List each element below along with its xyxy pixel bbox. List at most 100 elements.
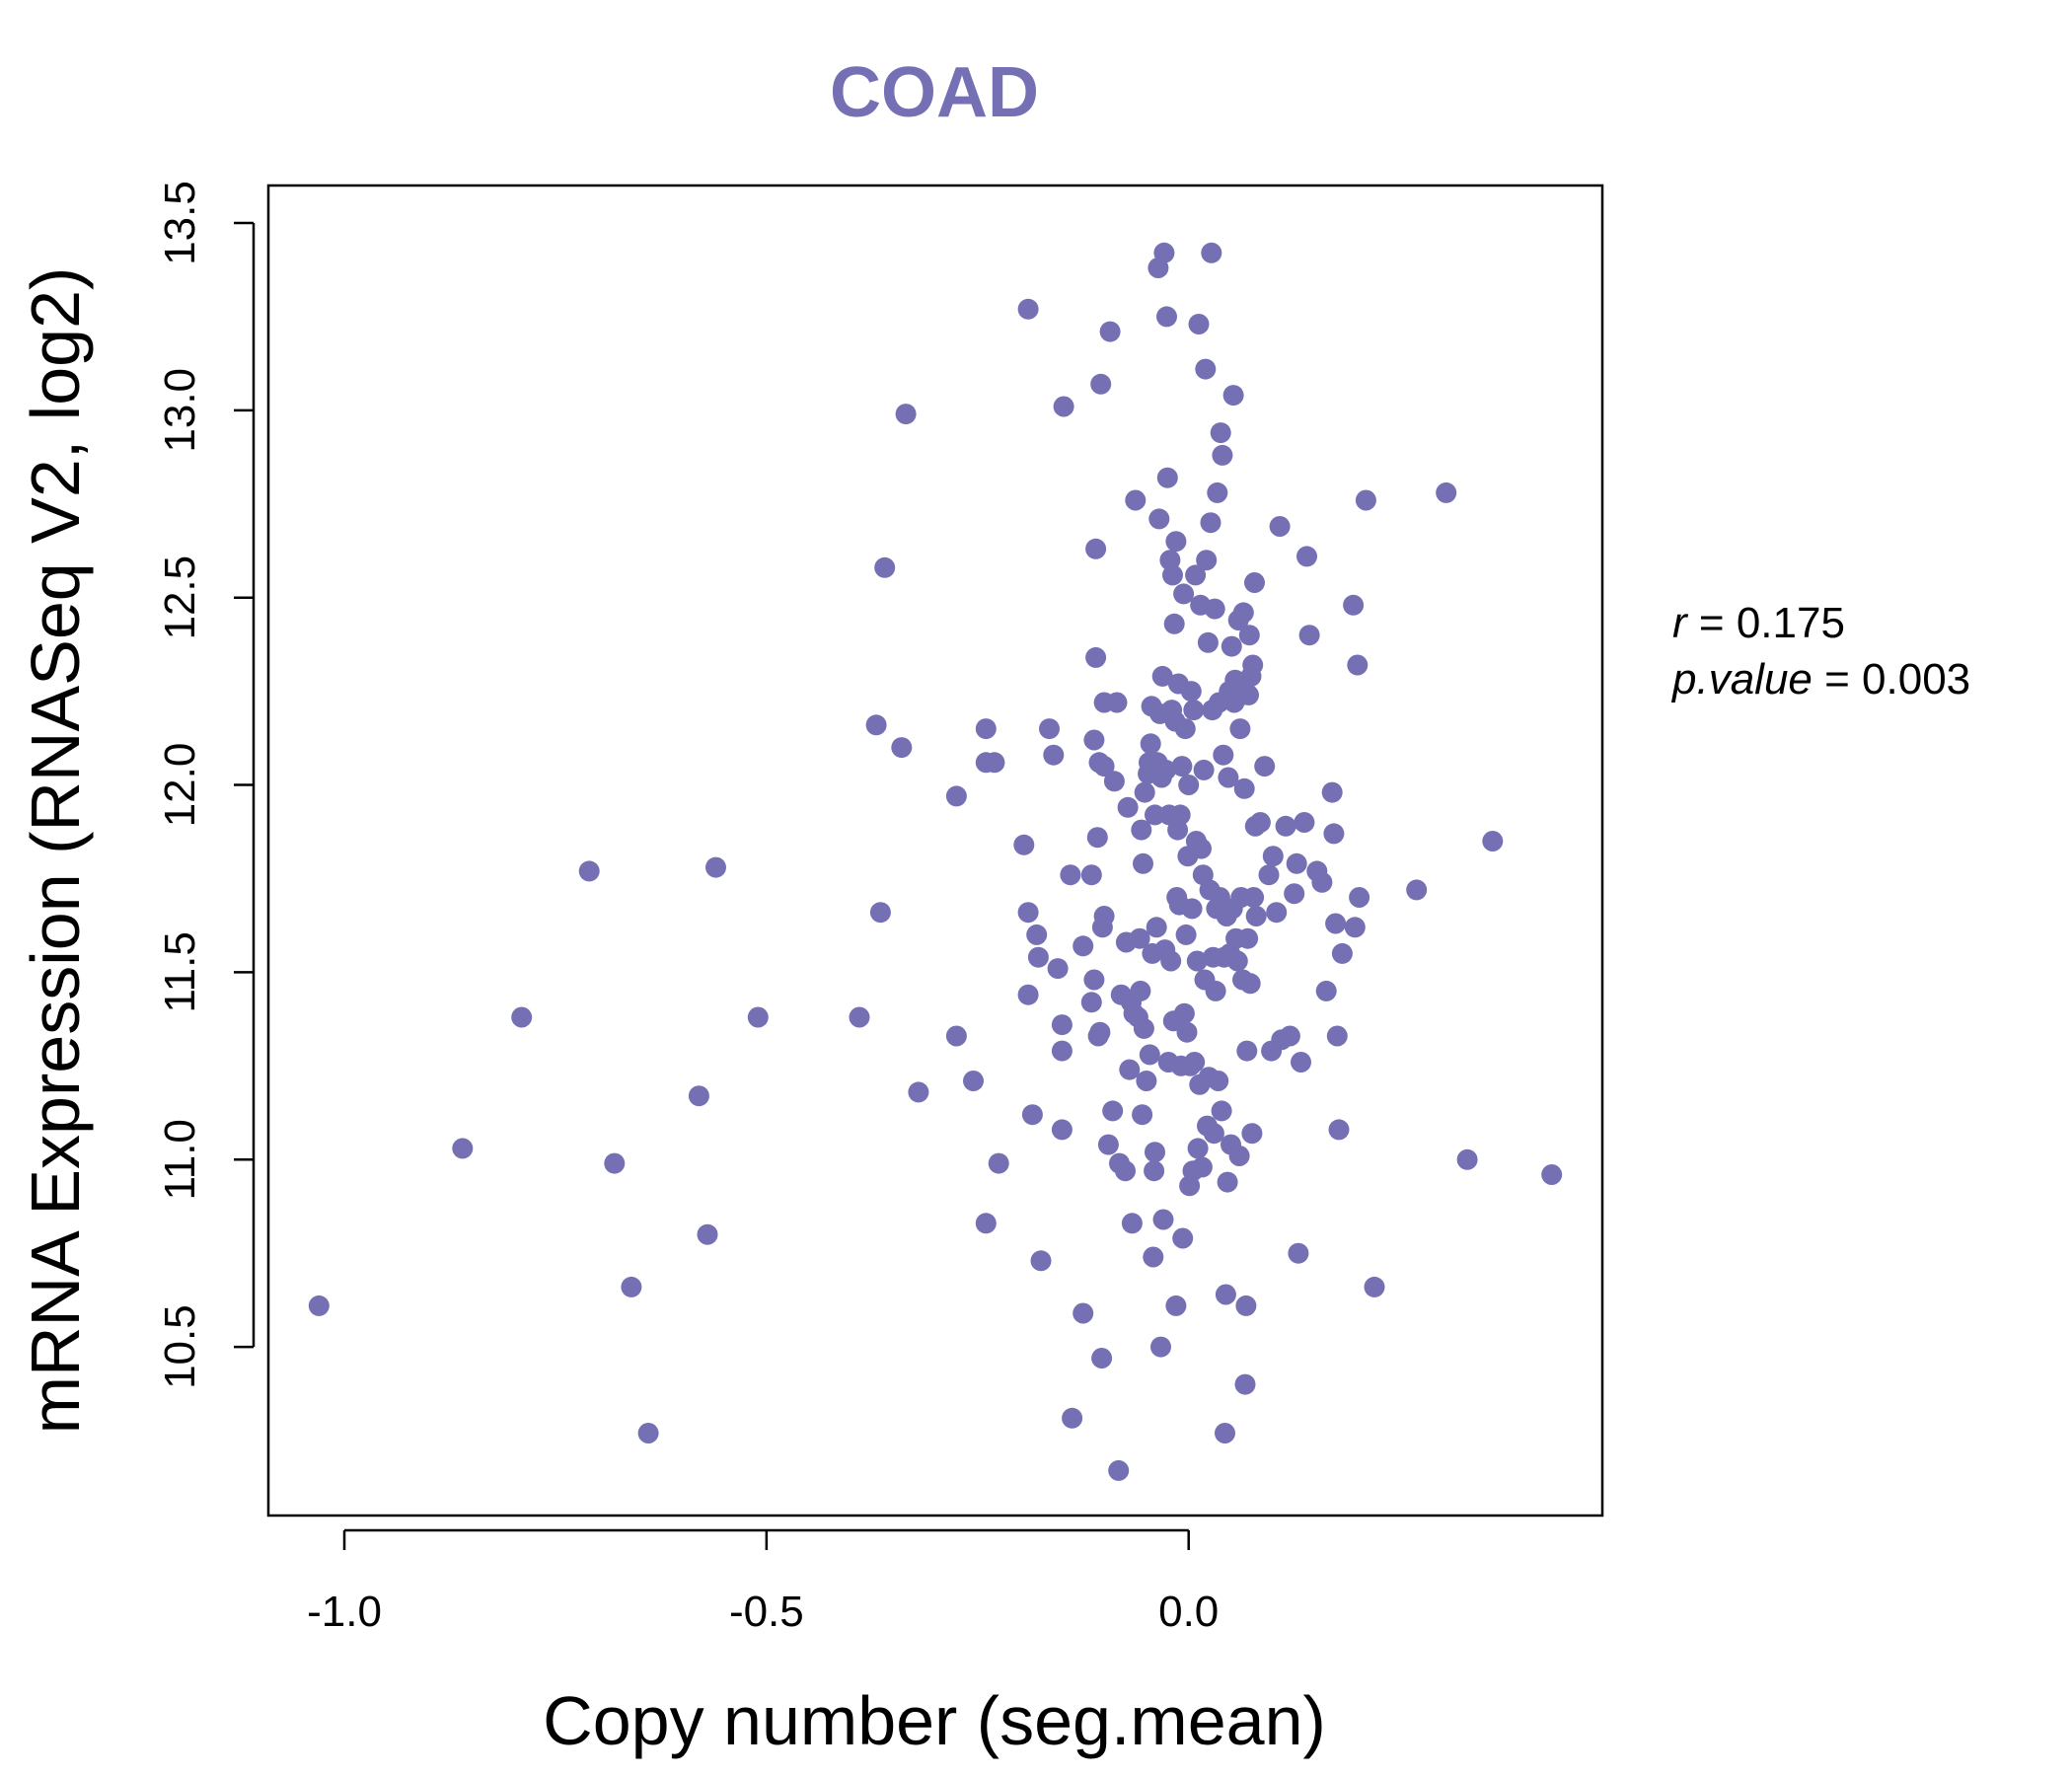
data-point [1150,1336,1171,1358]
data-point [1097,1134,1119,1155]
data-point [1364,1276,1385,1297]
data-point [1208,1071,1229,1091]
data-point [1083,729,1105,751]
data-point [1169,804,1191,826]
data-point [1284,883,1305,905]
chart-title: COAD [830,53,1039,132]
data-point [1201,242,1222,263]
data-point [1136,1071,1157,1091]
data-point [578,860,600,882]
data-point [1051,1119,1073,1141]
data-point [1349,887,1370,908]
data-point [1148,508,1170,530]
p-equals: = [1813,655,1862,703]
data-point [1151,665,1173,687]
data-point [1286,852,1307,874]
x-tick-label: 0.0 [1158,1588,1219,1636]
data-point [452,1138,474,1159]
p-value: 0.003 [1862,655,1970,703]
data-point [1183,700,1205,721]
data-point [1047,958,1069,980]
data-point [1204,598,1225,620]
data-point [1165,1295,1187,1316]
data-point [1347,654,1369,676]
data-point [1343,594,1365,616]
data-point [637,1423,659,1443]
data-point [1073,935,1094,957]
data-point [945,1025,967,1047]
data-point [1039,718,1060,740]
data-point [1026,924,1048,945]
y-tick-label: 10.5 [156,1304,204,1389]
data-point [1131,819,1152,841]
data-point [688,1085,709,1107]
data-point [1217,1171,1238,1193]
data-point [1211,1100,1232,1122]
data-point [1119,1059,1141,1080]
data-point [1017,298,1039,320]
y-tick-label: 11.5 [156,931,204,1012]
data-point [1196,550,1218,571]
data-point [1226,950,1248,972]
data-point [1184,1052,1206,1073]
data-point [1173,1002,1195,1024]
data-point [1243,887,1265,908]
data-point [1175,924,1197,945]
data-point [1176,1021,1198,1043]
data-point [1233,777,1255,799]
data-point [1103,771,1125,792]
data-point [1245,906,1267,926]
data-point [1085,646,1107,668]
data-point [1174,718,1196,740]
r-stat: r = 0.175 [1672,599,1845,647]
data-point [621,1276,642,1297]
data-point [697,1223,718,1245]
data-point [1275,815,1296,837]
data-point [1207,481,1228,503]
data-point [1163,613,1185,634]
data-point [1093,906,1115,926]
data-point [1156,467,1178,488]
x-tick-label: -0.5 [729,1588,804,1636]
data-point [1139,1044,1160,1066]
data-point [1083,969,1105,991]
data-point [1172,1227,1194,1249]
data-point [604,1152,626,1174]
data-point [1197,631,1219,653]
r-value: 0.175 [1737,599,1845,647]
data-point [1241,1123,1263,1145]
data-point [1541,1164,1563,1185]
data-point [1180,681,1202,703]
data-point [1191,838,1212,859]
data-point [1145,1142,1165,1163]
data-point [984,752,1005,774]
data-point [874,556,896,578]
y-tick-label: 12.0 [156,743,204,828]
data-point [1254,756,1276,777]
data-point [1181,898,1203,920]
data-point [1130,980,1151,1001]
data-point [1030,1250,1052,1272]
data-point [1125,489,1147,511]
data-point [1115,1160,1136,1182]
data-point [705,856,726,878]
data-point [1155,759,1177,780]
data-point [1294,812,1315,833]
data-point [908,1081,929,1103]
data-point [1203,1123,1224,1145]
r-label: r [1672,599,1689,647]
data-point [1073,1302,1094,1324]
data-point [1215,1423,1235,1443]
data-point [1121,1213,1143,1234]
data-point [1165,531,1187,553]
data-point [1102,1100,1124,1122]
data-point [1053,396,1074,417]
data-point [1191,1156,1213,1178]
data-point [1266,902,1288,924]
data-point [1099,321,1121,342]
data-point [1215,1284,1236,1305]
data-point [1129,927,1150,949]
data-point [1195,358,1217,380]
points-layer [308,242,1563,1481]
y-axis: 10.5 11.0 11.5 12.0 12.5 13.0 13.5 [156,181,256,1389]
